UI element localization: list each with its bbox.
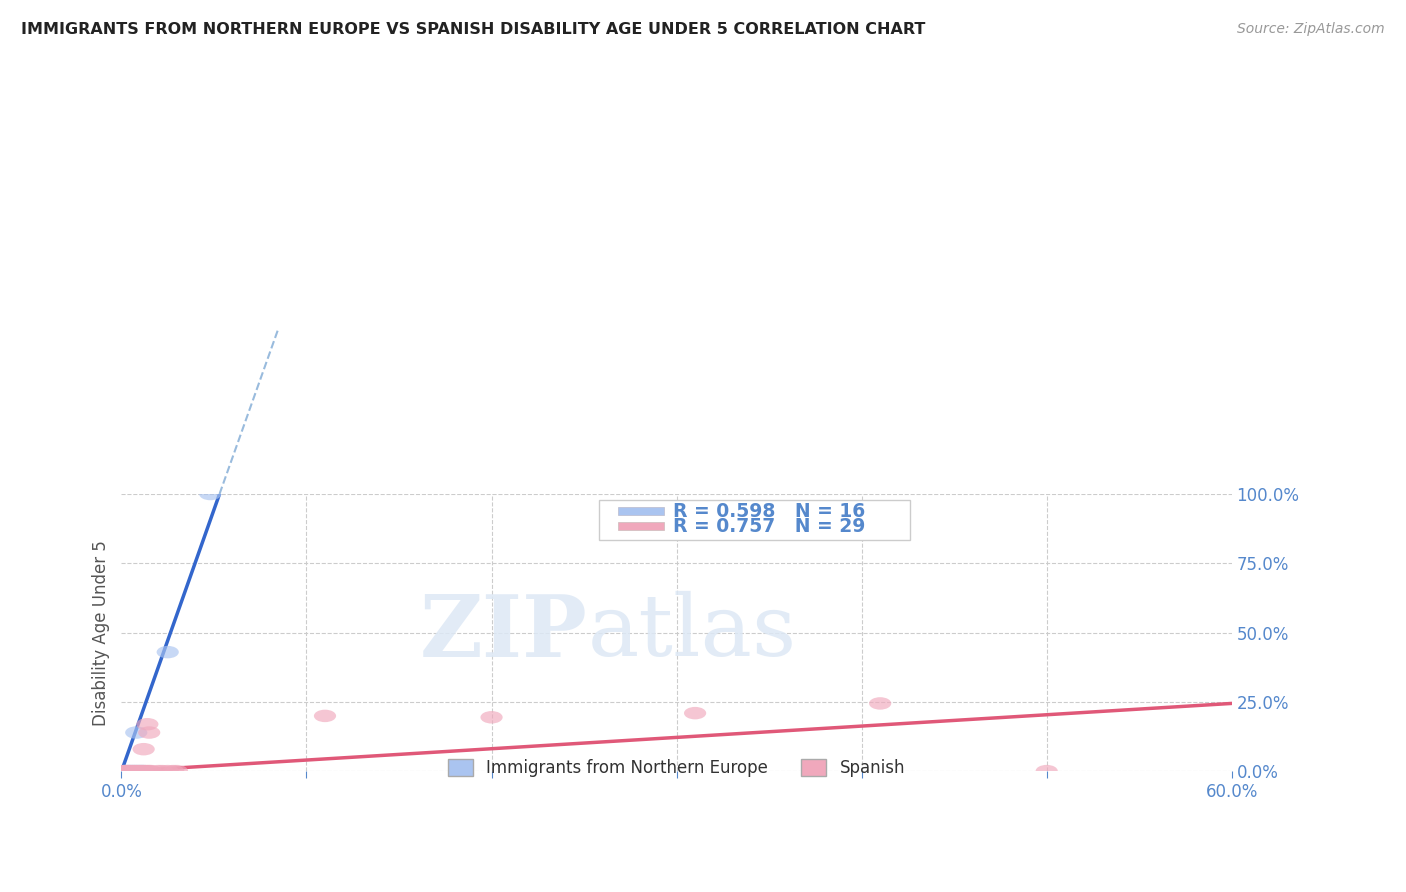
Text: R = 0.757   N = 29: R = 0.757 N = 29	[673, 517, 866, 536]
Ellipse shape	[125, 764, 148, 777]
Text: IMMIGRANTS FROM NORTHERN EUROPE VS SPANISH DISABILITY AGE UNDER 5 CORRELATION CH: IMMIGRANTS FROM NORTHERN EUROPE VS SPANI…	[21, 22, 925, 37]
Ellipse shape	[115, 764, 138, 777]
Ellipse shape	[135, 764, 156, 777]
Ellipse shape	[129, 764, 150, 777]
Ellipse shape	[131, 764, 153, 777]
Y-axis label: Disability Age Under 5: Disability Age Under 5	[93, 540, 110, 725]
Ellipse shape	[114, 764, 136, 777]
Ellipse shape	[125, 764, 148, 777]
Ellipse shape	[1036, 764, 1057, 777]
Ellipse shape	[131, 764, 153, 777]
Ellipse shape	[118, 764, 141, 777]
Ellipse shape	[121, 764, 143, 777]
Ellipse shape	[138, 764, 160, 777]
Ellipse shape	[200, 488, 221, 500]
Ellipse shape	[138, 726, 160, 739]
Legend: Immigrants from Northern Europe, Spanish: Immigrants from Northern Europe, Spanish	[441, 752, 912, 784]
Ellipse shape	[132, 764, 155, 777]
Ellipse shape	[112, 764, 135, 777]
Ellipse shape	[115, 764, 138, 777]
Ellipse shape	[125, 726, 148, 739]
Bar	[617, 507, 665, 516]
Ellipse shape	[112, 764, 135, 777]
Ellipse shape	[481, 711, 503, 723]
Ellipse shape	[148, 764, 170, 777]
Ellipse shape	[120, 764, 142, 777]
Ellipse shape	[162, 764, 184, 777]
Ellipse shape	[132, 743, 155, 756]
Ellipse shape	[136, 718, 159, 731]
Ellipse shape	[132, 764, 155, 777]
Ellipse shape	[120, 764, 142, 777]
Ellipse shape	[869, 698, 891, 710]
Ellipse shape	[150, 764, 173, 777]
Ellipse shape	[121, 764, 143, 777]
Ellipse shape	[129, 764, 150, 777]
FancyBboxPatch shape	[599, 500, 910, 540]
Ellipse shape	[127, 764, 149, 777]
Text: Source: ZipAtlas.com: Source: ZipAtlas.com	[1237, 22, 1385, 37]
Ellipse shape	[124, 764, 145, 777]
Bar	[617, 522, 665, 530]
Ellipse shape	[683, 706, 706, 719]
Ellipse shape	[118, 764, 141, 777]
Text: atlas: atlas	[588, 591, 797, 674]
Text: R = 0.598   N = 16: R = 0.598 N = 16	[673, 502, 866, 521]
Ellipse shape	[166, 764, 188, 777]
Text: ZIP: ZIP	[420, 591, 588, 674]
Ellipse shape	[127, 764, 149, 777]
Ellipse shape	[156, 764, 179, 777]
Ellipse shape	[156, 646, 179, 658]
Ellipse shape	[141, 764, 162, 777]
Ellipse shape	[136, 764, 159, 777]
Ellipse shape	[114, 764, 136, 777]
Ellipse shape	[314, 710, 336, 723]
Ellipse shape	[124, 764, 145, 777]
